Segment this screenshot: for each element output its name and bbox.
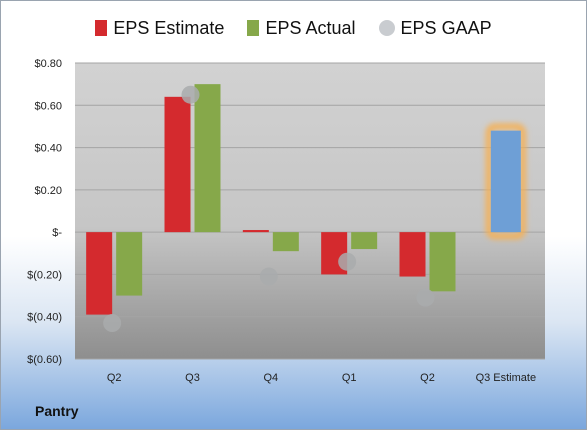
- eps-gaap-point: [416, 288, 435, 307]
- q3-estimate-glow: [485, 123, 526, 240]
- y-tick-label: $(0.40): [27, 312, 62, 324]
- legend-label-eps-gaap: EPS GAAP: [400, 17, 492, 38]
- eps-gaap-point: [338, 252, 357, 271]
- eps-gaap-point: [181, 85, 200, 104]
- x-tick-label: Q3: [185, 372, 200, 384]
- company-name: Pantry: [35, 403, 79, 419]
- legend-label-eps-estimate: EPS Estimate: [113, 17, 225, 38]
- eps-estimate-bar: [164, 96, 191, 233]
- legend-item-eps-actual: EPS Actual: [247, 17, 356, 39]
- plot-area: [75, 63, 545, 359]
- y-tick-label: $0.60: [34, 100, 62, 112]
- legend-item-eps-estimate: EPS Estimate: [95, 18, 224, 39]
- legend-swatch-eps-gaap: [378, 19, 395, 36]
- y-tick-label: $-: [52, 227, 62, 239]
- legend-swatch-eps-actual: [247, 19, 260, 36]
- q3-estimate-bar: [490, 130, 521, 233]
- eps-actual-bar: [429, 232, 456, 292]
- y-tick-label: $0.20: [34, 185, 62, 197]
- x-tick-label: Q2: [420, 372, 435, 384]
- eps-actual-bar: [272, 232, 299, 252]
- y-tick-label: $(0.60): [27, 354, 62, 366]
- eps-gaap-point: [259, 267, 278, 286]
- legend: EPS Estimate EPS Actual EPS GAAP: [1, 17, 586, 39]
- eps-estimate-bar: [399, 232, 426, 277]
- y-tick-label: $0.40: [34, 143, 62, 155]
- eps-estimate-bar: [86, 232, 113, 315]
- x-tick-label: Q2: [107, 372, 122, 384]
- x-tick-label: Q1: [342, 372, 357, 384]
- eps-estimate-bar: [242, 230, 269, 233]
- y-tick-label: $(0.20): [27, 269, 62, 281]
- legend-label-eps-actual: EPS Actual: [265, 17, 356, 38]
- legend-swatch-eps-estimate: [95, 19, 108, 36]
- eps-gaap-point: [103, 314, 122, 333]
- x-tick-label: Q4: [263, 372, 278, 384]
- legend-item-eps-gaap: EPS GAAP: [378, 17, 492, 39]
- eps-actual-bar: [194, 84, 221, 233]
- eps-actual-bar: [351, 232, 378, 250]
- x-tick-label: Q3 Estimate: [476, 372, 537, 384]
- eps-actual-bar: [116, 232, 143, 296]
- y-tick-label: $0.80: [34, 58, 62, 70]
